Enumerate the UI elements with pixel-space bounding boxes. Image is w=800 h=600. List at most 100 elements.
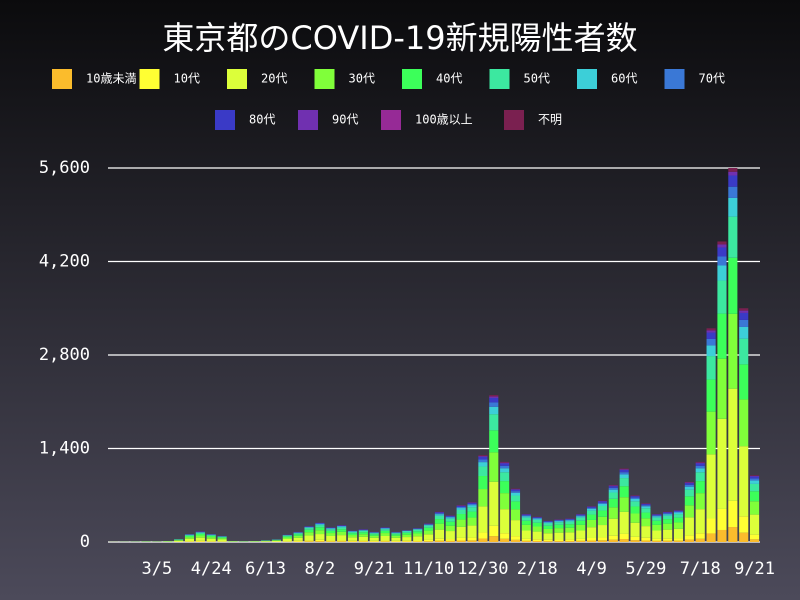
bar-segment xyxy=(282,541,292,542)
bar-segment xyxy=(445,531,455,540)
bar-segment xyxy=(380,528,390,530)
bar-segment xyxy=(369,537,379,541)
bar-segment xyxy=(500,481,510,494)
bar-segment xyxy=(424,527,434,531)
bar-segment xyxy=(532,531,542,540)
bar-segment xyxy=(630,522,640,537)
bar-segment xyxy=(478,532,488,539)
bar-segment xyxy=(706,411,716,455)
bar-segment xyxy=(565,518,575,520)
bar-segment xyxy=(391,537,401,541)
bar-segment xyxy=(619,468,629,470)
legend-swatch xyxy=(298,110,318,130)
bar-segment xyxy=(750,475,760,476)
legend-label: 50代 xyxy=(524,72,550,86)
bar-segment xyxy=(652,524,662,531)
bar-segment xyxy=(217,538,227,540)
bar-segment xyxy=(728,175,738,187)
x-tick-label: 9/21 xyxy=(354,559,395,579)
bar-segment xyxy=(717,313,727,359)
bar-segment xyxy=(500,493,510,510)
bar-segment xyxy=(195,532,205,533)
bar-segment xyxy=(478,506,488,533)
bar-segment xyxy=(489,481,499,526)
legend-swatch xyxy=(314,69,335,89)
bar-segment xyxy=(750,501,760,515)
bar-segment xyxy=(184,535,195,536)
bar-segment xyxy=(315,523,325,525)
bar-segment xyxy=(706,356,716,380)
bar-segment xyxy=(413,541,423,542)
bar-segment xyxy=(510,520,521,537)
bar-segment xyxy=(532,526,542,532)
bar-segment xyxy=(663,523,673,530)
bar-segment xyxy=(510,489,521,492)
bar-segment xyxy=(706,345,716,357)
legend-label: 10代 xyxy=(174,72,200,86)
bar-segment xyxy=(293,534,303,536)
bar-segment xyxy=(728,313,738,389)
bar-segment xyxy=(510,489,521,490)
bar-segment xyxy=(684,539,694,542)
bar-segment xyxy=(217,537,227,539)
bar-segment xyxy=(424,523,434,525)
bar-segment xyxy=(271,540,281,541)
bar-segment xyxy=(728,257,738,314)
bar-segment xyxy=(347,540,358,542)
bar-segment xyxy=(380,540,390,542)
bar-segment xyxy=(717,529,727,542)
bar-segment xyxy=(695,472,705,482)
bar-segment xyxy=(402,534,412,538)
bar-segment xyxy=(467,505,477,508)
bar-segment xyxy=(434,513,444,515)
bar-segment xyxy=(717,265,727,281)
bar-segment xyxy=(337,527,347,530)
bar-segment xyxy=(467,540,477,542)
chart-title: 東京都のCOVID-19新規陽性者数 xyxy=(162,19,637,57)
bar-segment xyxy=(391,533,401,535)
bar-segment xyxy=(652,538,662,541)
bar-segment xyxy=(445,517,455,519)
bar-segment xyxy=(576,514,586,516)
legend-label: 60代 xyxy=(611,72,637,86)
bar-segment xyxy=(315,522,325,524)
bar-segment xyxy=(684,483,694,485)
bar-segment xyxy=(739,399,749,447)
bar-segment xyxy=(576,520,586,525)
bar-segment xyxy=(500,468,510,473)
bar-segment xyxy=(684,496,694,506)
bar-segment xyxy=(750,534,760,540)
bar-segment xyxy=(587,506,597,508)
bar-segment xyxy=(337,525,347,526)
bar-segment xyxy=(456,514,466,520)
bar-segment xyxy=(326,530,336,534)
bar-segment xyxy=(478,466,488,477)
bar-segment xyxy=(402,530,412,532)
bar-segment xyxy=(445,516,455,518)
bar-segment xyxy=(641,526,651,538)
legend-swatch xyxy=(381,110,401,130)
bar-segment xyxy=(217,539,227,542)
bar-segment xyxy=(706,454,716,519)
bar-segment xyxy=(750,491,760,502)
bar-segment xyxy=(424,530,434,535)
bar-segment xyxy=(413,529,423,532)
bar-segment xyxy=(358,540,368,542)
bar-segment xyxy=(326,535,336,541)
bar-segment xyxy=(532,540,542,542)
bar-segment xyxy=(706,328,716,331)
bar-segment xyxy=(521,517,531,521)
bar-segment xyxy=(358,532,368,535)
bar-segment xyxy=(684,489,694,497)
bar-segment xyxy=(337,541,347,542)
bar-segment xyxy=(337,531,347,536)
legend-label: 10歳未満 xyxy=(86,72,136,86)
bar-segment xyxy=(206,535,216,538)
legend-swatch xyxy=(139,69,160,89)
legend-label: 90代 xyxy=(332,113,358,127)
bar-segment xyxy=(684,482,694,484)
bar-segment xyxy=(445,540,455,542)
bar-segment xyxy=(619,511,629,534)
bar-segment xyxy=(663,540,673,542)
bar-segment xyxy=(641,540,651,542)
